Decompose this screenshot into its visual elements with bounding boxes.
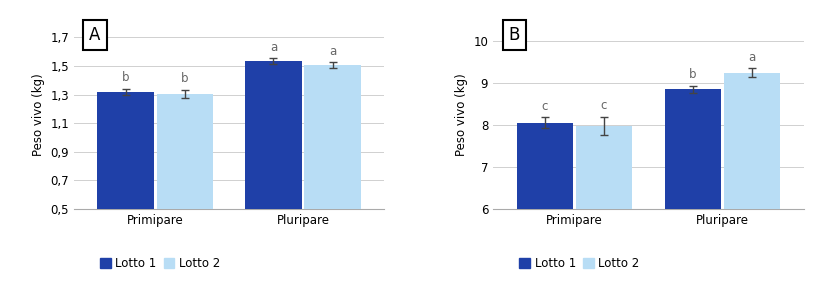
Bar — [245, 61, 301, 280]
Text: c: c — [600, 99, 606, 113]
Text: A: A — [89, 26, 101, 44]
Text: b: b — [688, 68, 695, 81]
Text: B: B — [508, 26, 519, 44]
Bar — [663, 89, 720, 290]
Text: a: a — [328, 45, 336, 58]
Text: a: a — [747, 51, 754, 64]
Legend: Lotto 1, Lotto 2: Lotto 1, Lotto 2 — [95, 252, 224, 275]
Text: a: a — [269, 41, 277, 54]
Bar — [156, 94, 213, 280]
Bar — [97, 92, 153, 280]
Bar — [575, 126, 631, 290]
Legend: Lotto 1, Lotto 2: Lotto 1, Lotto 2 — [514, 252, 644, 275]
Text: c: c — [541, 100, 547, 113]
Bar — [723, 73, 779, 290]
Bar — [516, 123, 572, 290]
Text: b: b — [122, 71, 129, 84]
Text: b: b — [181, 72, 188, 86]
Y-axis label: Peso vivo (kg): Peso vivo (kg) — [455, 73, 467, 156]
Y-axis label: Peso vivo (kg): Peso vivo (kg) — [32, 73, 44, 156]
Bar — [304, 65, 360, 280]
